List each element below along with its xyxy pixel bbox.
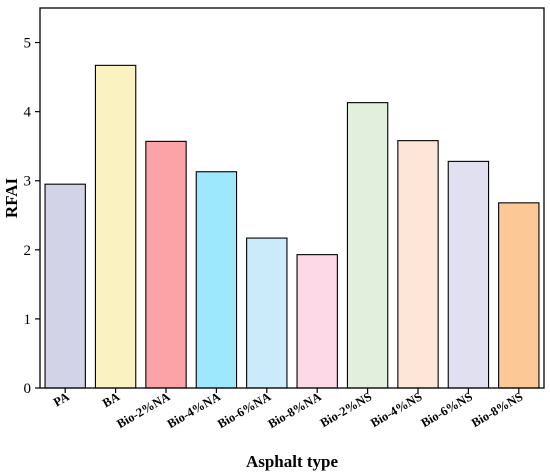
bar-bio-6-ns [447,160,490,389]
x-tick-label: Bio-2%NS [318,389,374,430]
bar-ba [94,64,137,389]
x-tick-label: Bio-6%NA [215,389,273,431]
bar-bio-4-na [195,171,238,389]
y-ticks: 0 1 2 3 4 5 [24,36,40,397]
x-tick-label: Bio-2%NA [114,389,172,431]
bar-bio-8-ns [498,202,540,389]
y-axis-title: RFAI [2,177,21,218]
y-tick-label: 2 [24,243,32,259]
bar-bio-2-ns [346,102,389,389]
x-tick-label: Bio-8%NS [469,389,525,430]
bar-bio-2-na [145,140,187,389]
x-tick-label: Bio-4%NS [368,389,424,430]
x-axis-title: Asphalt type [246,452,339,471]
plot-frame [39,7,545,389]
y-tick-label: 3 [24,174,32,190]
x-tick-label: Bio-4%NA [165,389,223,431]
y-tick-label: 1 [24,312,32,328]
x-ticks: PA BABio-2%NABio-4%NABio-6%NABio-8%NABio-… [51,388,525,431]
bar-bio-4-ns [397,140,439,389]
y-tick-label: 4 [24,105,32,121]
axes [39,7,545,389]
bars-layer [44,64,540,389]
bar-bio-8-na [296,254,338,389]
y-tick-label: 5 [24,36,32,52]
x-tick-label: Bio-6%NS [419,389,475,430]
bar-pa [44,183,86,389]
y-tick-label: 0 [24,381,32,397]
x-tick-label: PA [51,389,72,409]
bar-bio-6-na [246,237,288,389]
x-tick-label: BA [100,389,122,410]
x-tick-label: Bio-8%NA [266,389,324,431]
